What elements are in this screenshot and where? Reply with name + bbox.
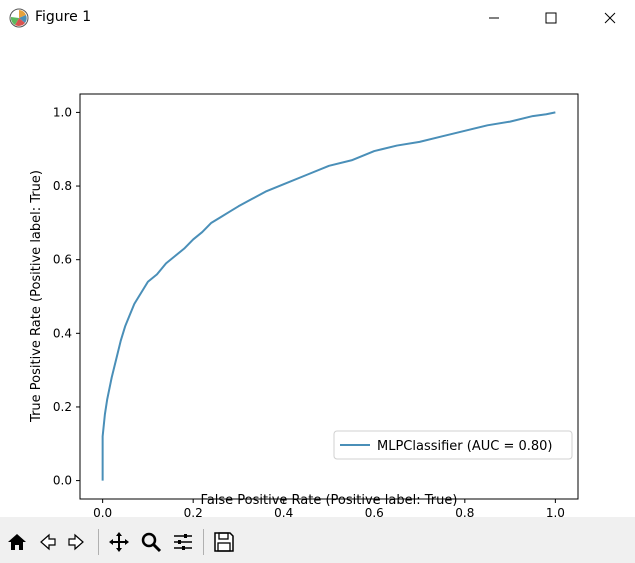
y-tick-label: 1.0 (53, 105, 72, 119)
legend-label: MLPClassifier (AUC = 0.80) (377, 439, 553, 454)
x-tick-label: 0.6 (365, 506, 384, 517)
save-icon (214, 532, 234, 552)
minimize-icon (489, 17, 499, 19)
matplotlib-logo-icon (9, 8, 29, 28)
zoom-icon (141, 532, 162, 553)
window-title: Figure 1 (35, 9, 92, 25)
pan-button[interactable] (105, 529, 133, 555)
maximize-icon (545, 12, 557, 24)
roc-chart: 0.0 0.2 0.4 0.6 0.8 1.0 0.0 0.2 0.4 0.6 0.8 1.0 Fal… (29, 93, 579, 520)
x-tick-label: 0.2 (184, 506, 203, 517)
x-tick-label: 0.0 (93, 506, 112, 517)
configure-subplots-icon (174, 534, 192, 550)
window-titlebar: Figure 1 (0, 0, 635, 36)
zoom-button[interactable] (137, 529, 165, 555)
x-axis-label: False Positive Rate (Positive label: Tru… (201, 493, 458, 508)
x-tick-label: 1.0 (546, 506, 565, 517)
back-icon (40, 533, 56, 551)
minimize-button[interactable] (471, 0, 517, 36)
pan-icon (109, 532, 129, 552)
y-tick-label: 0.6 (53, 253, 72, 267)
home-icon (8, 534, 26, 550)
roc-curve-line (101, 111, 556, 481)
configure-subplots-button[interactable] (169, 529, 197, 555)
axes-frame (79, 93, 579, 500)
home-button[interactable] (3, 529, 31, 555)
close-icon (604, 12, 616, 24)
y-tick-label: 0.8 (53, 179, 72, 193)
save-button[interactable] (210, 529, 238, 555)
forward-icon (68, 533, 84, 551)
toolbar-separator (203, 529, 204, 555)
y-tick-label: 0.4 (53, 326, 72, 340)
forward-button[interactable] (63, 529, 91, 555)
y-axis-label: True Positive Rate (Positive label: True… (29, 170, 44, 423)
legend-box (333, 430, 573, 460)
figure-canvas: 0.0 0.2 0.4 0.6 0.8 1.0 0.0 0.2 0.4 0.6 0.8 1.0 Fal… (0, 36, 635, 520)
y-tick-label: 0.2 (53, 400, 72, 414)
toolbar-separator (98, 529, 99, 555)
x-tick-label: 0.8 (455, 506, 474, 517)
x-tick-label: 0.4 (274, 506, 293, 517)
y-tick-label: 0.0 (53, 474, 72, 488)
maximize-button[interactable] (528, 0, 574, 36)
back-button[interactable] (33, 529, 61, 555)
legend: MLPClassifier (AUC = 0.80) (333, 430, 573, 460)
close-button[interactable] (587, 0, 633, 36)
navigation-toolbar (0, 517, 635, 563)
